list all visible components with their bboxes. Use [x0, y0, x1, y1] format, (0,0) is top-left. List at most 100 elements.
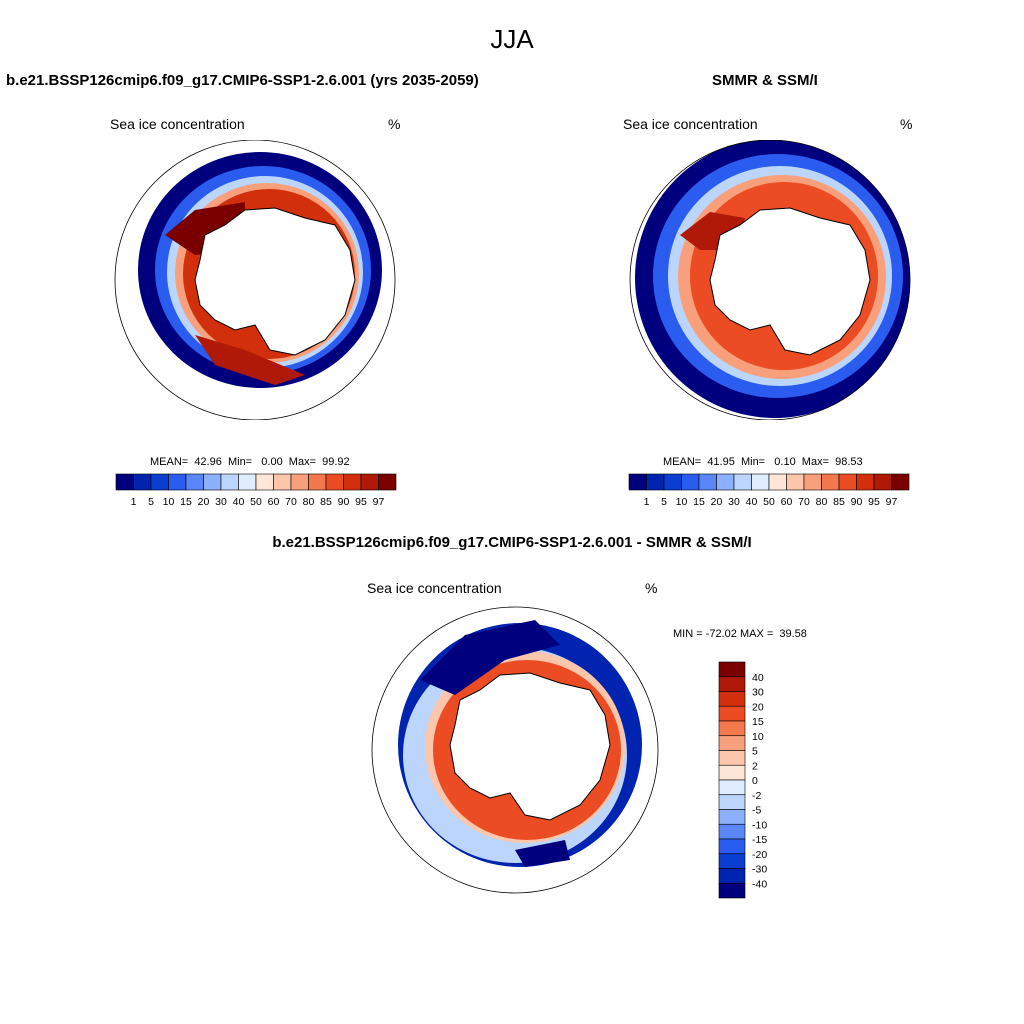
- colorbar-swatch: [821, 473, 840, 491]
- panel-2-units: %: [900, 116, 913, 132]
- colorbar-swatch: [733, 473, 752, 491]
- colorbar-swatch: [681, 473, 700, 491]
- colorbar-swatch: [203, 473, 222, 491]
- colorbar-tick-label: 80: [816, 496, 828, 508]
- antarctica: [194, 207, 356, 356]
- colorbar-tick-label: 20: [711, 496, 723, 508]
- colorbar-swatch: [698, 473, 717, 491]
- colorbar-tick-label: 10: [676, 496, 688, 508]
- diff-colorbar-tick-label: -2: [752, 790, 761, 802]
- diff-colorbar-swatch: [718, 720, 746, 737]
- diff-colorbar-tick-label: 5: [752, 746, 758, 758]
- colorbar-swatch: [168, 473, 187, 491]
- antarctica: [449, 672, 611, 821]
- diff-colorbar-swatch: [718, 676, 746, 692]
- diff-colorbar-tick-label: -40: [752, 878, 767, 890]
- diff-colorbar-tick-label: 0: [752, 775, 758, 787]
- colorbar-tick-label: 60: [268, 496, 280, 508]
- diff-colorbar-swatch: [718, 794, 746, 810]
- colorbar-tick-label: 50: [250, 496, 262, 508]
- diff-colorbar-swatch: [718, 750, 746, 766]
- colorbar-tick-label: 70: [285, 496, 297, 508]
- colorbar-tick-label: 85: [833, 496, 845, 508]
- colorbar-swatch: [786, 473, 805, 491]
- colorbar-swatch: [646, 473, 665, 491]
- colorbar-tick-label: 80: [303, 496, 315, 508]
- diff-colorbar-tick-label: -10: [752, 819, 767, 831]
- colorbar-tick-label: 5: [661, 496, 667, 508]
- panel-3-subtitle-left: Sea ice concentration: [367, 580, 502, 596]
- colorbar-swatch: [768, 473, 787, 491]
- colorbar-tick-label: 90: [338, 496, 350, 508]
- panel-2-colorbar: 1 5 10 15 20 30 40 50 60 70 80 85 90 95 97: [628, 473, 910, 508]
- diff-colorbar-swatch: [718, 853, 746, 869]
- colorbar-tick-label: 30: [215, 496, 227, 508]
- panel-2-stats: MEAN= 41.95 Min= 0.10 Max= 98.53: [663, 456, 863, 468]
- colorbar-swatch: [716, 473, 735, 491]
- panel-1-colorbar: 1 5 10 15 20 30 40 50 60 70 80 85 90 95 97: [115, 473, 397, 508]
- colorbar-swatch: [891, 473, 910, 491]
- colorbar-swatch: [220, 473, 239, 491]
- panel-3-stats: MIN = -72.02 MAX = 39.58: [673, 628, 807, 640]
- colorbar-swatch: [325, 473, 344, 491]
- colorbar-swatch: [238, 473, 257, 491]
- colorbar-swatch: [133, 473, 152, 491]
- panel-1-title: b.e21.BSSP126cmip6.f09_g17.CMIP6-SSP1-2.…: [6, 72, 479, 89]
- ice-max-region: [195, 335, 305, 385]
- colorbar-tick-label: 85: [320, 496, 332, 508]
- panel-1-units: %: [388, 116, 401, 132]
- colorbar-swatch: [378, 473, 397, 491]
- diff-colorbar-tick-label: 30: [752, 687, 764, 699]
- colorbar-swatch: [838, 473, 857, 491]
- panel-1-stats: MEAN= 42.96 Min= 0.00 Max= 99.92: [150, 456, 350, 468]
- colorbar-swatch: [751, 473, 770, 491]
- colorbar-tick-label: 1: [131, 496, 137, 508]
- colorbar-tick-label: 10: [163, 496, 175, 508]
- colorbar-swatch: [273, 473, 292, 491]
- diff-colorbar-swatch: [718, 809, 746, 825]
- diff-colorbar-swatch: [718, 705, 746, 722]
- colorbar-swatch: [343, 473, 362, 491]
- diff-colorbar-swatch: [718, 838, 746, 855]
- diff-colorbar-tick-label: -15: [752, 834, 767, 846]
- colorbar-swatch: [856, 473, 875, 491]
- colorbar-swatch: [290, 473, 309, 491]
- colorbar-tick-label: 40: [233, 496, 245, 508]
- colorbar-tick-label: 95: [868, 496, 880, 508]
- diff-colorbar-swatch: [718, 661, 746, 678]
- diff-colorbar-tick-label: 10: [752, 731, 764, 743]
- diff-neg-region: [515, 840, 570, 867]
- panel-3-title: b.e21.BSSP126cmip6.f09_g17.CMIP6-SSP1-2.…: [272, 534, 752, 551]
- colorbar-swatch: [663, 473, 682, 491]
- panel-2-subtitle-left: Sea ice concentration: [623, 116, 758, 132]
- diff-colorbar-tick-label: 20: [752, 701, 764, 713]
- diff-colorbar-tick-label: -30: [752, 864, 767, 876]
- diff-colorbar-tick-label: -5: [752, 805, 761, 817]
- colorbar-tick-label: 97: [886, 496, 898, 508]
- panel-3-units: %: [645, 580, 658, 596]
- diff-colorbar-swatch: [718, 735, 746, 751]
- colorbar-tick-label: 30: [728, 496, 740, 508]
- colorbar-tick-label: 40: [746, 496, 758, 508]
- diff-colorbar-swatch: [718, 691, 746, 707]
- colorbar-tick-label: 5: [148, 496, 154, 508]
- diff-colorbar-tick-label: 2: [752, 760, 758, 772]
- panel-1-subtitle-left: Sea ice concentration: [110, 116, 245, 132]
- colorbar-tick-label: 20: [198, 496, 210, 508]
- panel-2-title: SMMR & SSM/I: [712, 72, 818, 89]
- colorbar-swatch: [628, 473, 647, 491]
- diff-colorbar-swatch: [718, 868, 746, 884]
- diff-colorbar-swatch: [718, 779, 746, 796]
- panel-2-map: [629, 140, 911, 420]
- diff-colorbar-swatch: [718, 882, 746, 899]
- colorbar-tick-label: 15: [693, 496, 705, 508]
- colorbar-swatch: [255, 473, 274, 491]
- colorbar-swatch: [115, 473, 134, 491]
- colorbar-swatch: [360, 473, 379, 491]
- colorbar-tick-label: 97: [373, 496, 385, 508]
- colorbar-tick-label: 15: [180, 496, 192, 508]
- diff-colorbar-tick-label: -20: [752, 849, 767, 861]
- panel-3-map: [371, 606, 659, 894]
- diff-colorbar-swatch: [718, 764, 746, 781]
